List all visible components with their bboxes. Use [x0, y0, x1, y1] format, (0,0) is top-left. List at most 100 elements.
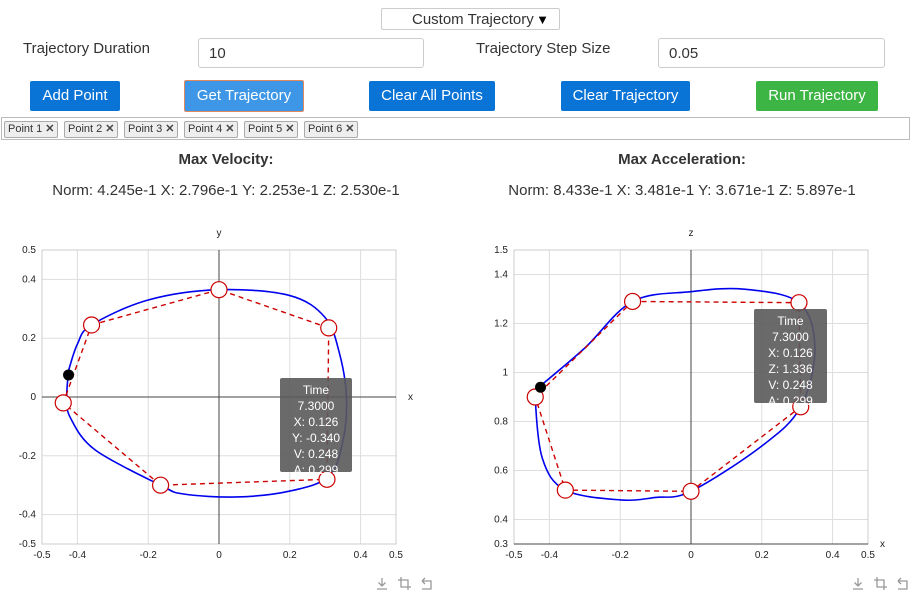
- tooltip-a: A: 0.299: [768, 394, 813, 408]
- current-position-marker: [63, 369, 75, 381]
- trajectory-type-select[interactable]: Custom Trajectory ▼: [381, 8, 560, 30]
- remove-tag-icon[interactable]: ✕: [285, 123, 295, 135]
- chart-toolbar: [851, 576, 911, 597]
- control-point: [82, 316, 101, 334]
- y-tick-label: -0.4: [19, 510, 37, 521]
- clear-all-points-button[interactable]: Clear All Points: [369, 81, 495, 111]
- x-tick-label: -0.2: [612, 550, 630, 561]
- tooltip-x: X: 0.126: [768, 346, 813, 360]
- y-tick-label: -0.2: [19, 451, 37, 462]
- crop-icon[interactable]: [398, 577, 411, 590]
- y-tick-label: 1: [502, 368, 508, 379]
- x-tick-label: 0.4: [826, 550, 840, 561]
- max-acceleration-values: Norm: 8.433e-1 X: 3.481e-1 Y: 3.671e-1 Z…: [508, 182, 856, 199]
- control-point: [151, 476, 170, 494]
- point-tag[interactable]: Point 4 ✕: [184, 121, 239, 138]
- point-tag[interactable]: Point 5 ✕: [244, 121, 299, 138]
- x-tick-label: -0.2: [140, 550, 158, 561]
- chart-toolbar: [375, 576, 435, 597]
- duration-label: Trajectory Duration: [23, 40, 150, 57]
- remove-tag-icon[interactable]: ✕: [345, 123, 355, 135]
- control-point: [526, 388, 544, 406]
- x-tick-label: 0: [216, 550, 222, 561]
- point-tag[interactable]: Point 1 ✕: [4, 121, 59, 138]
- point-tag-label: Point 2: [68, 123, 103, 135]
- hover-tooltip: Time 7.3000 X: 0.126 Z: 1.336 V: 0.248 A…: [754, 309, 827, 408]
- current-position-marker: [535, 381, 547, 393]
- y-tick-label: 0.3: [494, 539, 508, 550]
- point-tag[interactable]: Point 3 ✕: [124, 121, 179, 138]
- reset-icon[interactable]: [421, 577, 432, 590]
- step-size-label: Trajectory Step Size: [476, 40, 611, 57]
- control-point: [682, 482, 700, 500]
- y-tick-label: 0.8: [494, 417, 508, 428]
- x-tick-label: 0.4: [354, 550, 368, 561]
- chevron-down-icon: ▼: [536, 12, 549, 27]
- xy-trajectory-chart[interactable]: -0.5 -0.4 -0.2 0 0.2 0.4 0.5 0.5 0.4 0.2 0 -0.2 -0.4…: [0, 220, 458, 570]
- tooltip-time: Time 7.3000: [772, 314, 809, 344]
- tooltip-y: Y: -0.340: [291, 431, 341, 445]
- y-tick-label: 0.2: [22, 333, 36, 344]
- remove-tag-icon[interactable]: ✕: [105, 123, 115, 135]
- x-tick-label: -0.5: [505, 550, 523, 561]
- remove-tag-icon[interactable]: ✕: [225, 123, 235, 135]
- step-size-input[interactable]: [658, 38, 885, 68]
- point-tag-label: Point 4: [188, 123, 223, 135]
- add-point-button[interactable]: Add Point: [30, 81, 120, 111]
- point-tag[interactable]: Point 2 ✕: [64, 121, 119, 138]
- control-point: [320, 319, 338, 337]
- x-axis-label: x: [408, 392, 413, 403]
- y-axis-label: y: [217, 228, 222, 239]
- y-tick-label: 0: [30, 392, 36, 403]
- x-tick-label: 0.5: [861, 550, 875, 561]
- x-tick-label: -0.5: [33, 550, 51, 561]
- x-tick-label: 0.5: [389, 550, 403, 561]
- tooltip-v: V: 0.248: [293, 447, 339, 461]
- select-value: Custom Trajectory: [412, 11, 534, 28]
- x-tick-label: 0: [688, 550, 694, 561]
- y-tick-label: 0.6: [494, 466, 508, 477]
- download-icon[interactable]: [377, 578, 387, 590]
- y-tick-label: 0.4: [494, 515, 508, 526]
- get-trajectory-button[interactable]: Get Trajectory: [184, 80, 304, 112]
- x-tick-label: 0.2: [755, 550, 769, 561]
- xz-trajectory-chart[interactable]: -0.5 -0.4 -0.2 0 0.2 0.4 0.5 1.5 1.4 1.2 1 0.8 0.6 0.…: [458, 220, 916, 570]
- max-velocity-title: Max Velocity:: [178, 151, 274, 168]
- y-tick-label: 1.2: [494, 319, 508, 330]
- x-tick-label: 0.2: [283, 550, 297, 561]
- remove-tag-icon[interactable]: ✕: [45, 123, 55, 135]
- control-point: [623, 292, 642, 311]
- tooltip-x: X: 0.126: [293, 415, 339, 429]
- points-tag-input[interactable]: Point 1 ✕ Point 2 ✕ Point 3 ✕ Point 4 ✕ Poin…: [1, 117, 910, 140]
- point-tag-label: Point 3: [128, 123, 163, 135]
- y-tick-label: -0.5: [19, 539, 37, 550]
- y-tick-label: 0.5: [22, 245, 36, 256]
- max-velocity-values: Norm: 4.245e-1 X: 2.796e-1 Y: 2.253e-1 Z…: [52, 182, 400, 199]
- reset-icon[interactable]: [897, 577, 908, 590]
- control-point: [556, 481, 574, 499]
- max-acceleration-title: Max Acceleration:: [618, 151, 746, 168]
- point-tag-label: Point 5: [248, 123, 283, 135]
- tooltip-time: Time 7.3000: [297, 383, 335, 413]
- trajectory-path: [534, 287, 816, 502]
- duration-input[interactable]: [198, 38, 424, 68]
- point-tag-label: Point 1: [8, 123, 43, 135]
- control-point: [210, 281, 228, 299]
- x-tick-label: -0.4: [541, 550, 559, 561]
- hover-tooltip: Time 7.3000 X: 0.126 Y: -0.340 V: 0.248 …: [280, 378, 352, 477]
- run-trajectory-button[interactable]: Run Trajectory: [756, 81, 878, 111]
- clear-trajectory-button[interactable]: Clear Trajectory: [561, 81, 690, 111]
- x-axis-label: x: [880, 539, 885, 550]
- tooltip-a: A: 0.299: [293, 463, 339, 477]
- control-point: [54, 394, 72, 412]
- point-tag[interactable]: Point 6 ✕: [304, 121, 359, 138]
- y-tick-label: 0.4: [22, 274, 36, 285]
- y-tick-label: 1.5: [494, 245, 508, 256]
- remove-tag-icon[interactable]: ✕: [165, 123, 175, 135]
- y-tick-label: 1.4: [494, 270, 508, 281]
- x-tick-label: -0.4: [69, 550, 87, 561]
- download-icon[interactable]: [853, 578, 863, 590]
- y-axis-label: z: [689, 228, 694, 239]
- crop-icon[interactable]: [874, 577, 887, 590]
- tooltip-z: Z: 1.336: [768, 362, 813, 376]
